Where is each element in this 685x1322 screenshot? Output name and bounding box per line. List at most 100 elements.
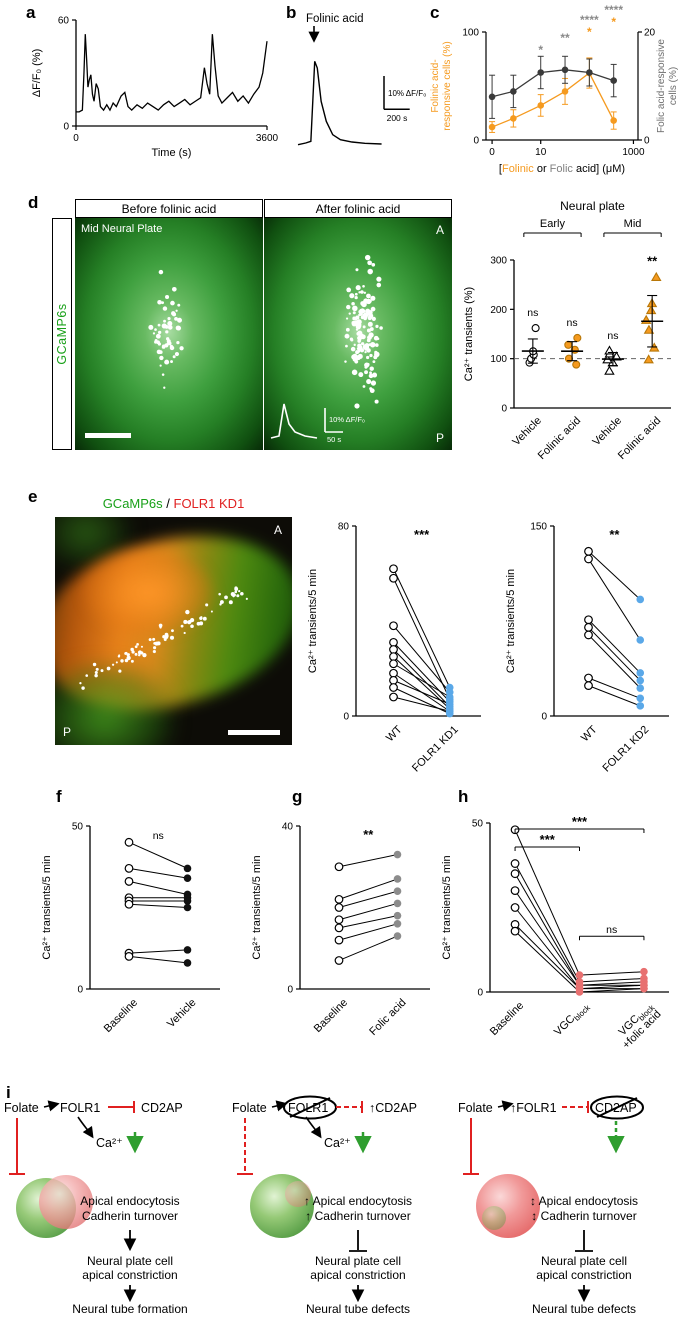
calcium-dots-overlay xyxy=(344,254,383,409)
panel-label-b: b xyxy=(286,3,297,22)
pair-line xyxy=(588,550,641,600)
cd2ap-label: CD2AP xyxy=(141,1101,183,1115)
pair-line xyxy=(579,971,644,976)
panel-c-chart: 0 100 0 20 0 10 1000 * ** **** **** * * Folinic acid-… xyxy=(428,2,685,192)
calcium-transient-dot xyxy=(376,276,382,282)
calcium-transient-dot xyxy=(373,335,379,341)
y-tick-label: 50 xyxy=(72,822,84,833)
calcium-transient-dot xyxy=(162,635,166,639)
calcium-transient-dot xyxy=(157,323,161,327)
data-point xyxy=(584,681,593,691)
calcium-transient-dot xyxy=(245,597,248,600)
data-point xyxy=(393,899,402,908)
cd2ap-label: ↑CD2AP xyxy=(369,1101,417,1115)
calcium-transient-dot xyxy=(369,366,374,371)
constriction-line2: apical constriction xyxy=(536,1268,631,1282)
calcium-transient-dot xyxy=(157,299,162,305)
pair-line xyxy=(338,902,398,921)
calcium-transient-dot xyxy=(153,646,157,650)
calcium-transient-dot xyxy=(344,360,347,363)
data-point xyxy=(572,360,581,369)
data-point xyxy=(334,935,344,945)
calcium-transient-dot xyxy=(351,369,358,376)
calcium-transient-dot xyxy=(130,659,134,663)
calcium-transient-dot xyxy=(357,349,361,353)
data-point xyxy=(334,923,344,933)
calcium-transient-dot xyxy=(355,285,361,291)
calcium-transient-dot xyxy=(369,353,373,358)
shape: FOLR1 KD1 xyxy=(410,724,461,775)
pair-line xyxy=(393,679,450,705)
calcium-dots-overlay xyxy=(148,269,184,389)
calcium-transient-dot xyxy=(161,373,165,376)
pair-line xyxy=(588,619,641,674)
calcium-transient-dot xyxy=(352,316,357,321)
calcium-transient-dot xyxy=(126,655,131,661)
x-category-label: WT xyxy=(579,723,600,744)
folate-label: Folate xyxy=(458,1101,493,1115)
data-point xyxy=(334,915,344,925)
calcium-transient-dot xyxy=(115,661,118,664)
outcome-label: Neural tube formation xyxy=(72,1302,187,1316)
calcium-transient-dot xyxy=(167,317,171,321)
calcium-transient-dot xyxy=(167,325,173,330)
inset-trace: 10% ΔF/F₀ 50 s xyxy=(270,403,365,444)
y-tick-label: 0 xyxy=(343,712,349,723)
green-fluorescence xyxy=(55,662,174,745)
folate-folr1-arrow xyxy=(497,1100,514,1112)
y-tick-label: 100 xyxy=(462,28,479,39)
pair-line xyxy=(579,977,644,983)
sig-label: *** xyxy=(540,832,556,847)
calcium-transient-dot xyxy=(164,325,169,329)
pair-line xyxy=(128,867,188,879)
calcium-transient-dot xyxy=(161,301,165,305)
y-axis-label: Ca²⁺ transients (%) xyxy=(463,287,475,381)
pair-line xyxy=(128,841,188,869)
left-axis-label: responsive cells (%) xyxy=(442,41,453,130)
shape: Vehicle xyxy=(590,415,624,449)
pair-line xyxy=(579,981,644,986)
panel-label-e: e xyxy=(28,487,38,506)
x-category-label: Folic acid xyxy=(367,997,408,1038)
data-point xyxy=(636,676,645,685)
data-point xyxy=(636,702,645,710)
calcium-transient-dot xyxy=(364,350,367,354)
after-folinic-image: A P 10% ΔF/F₀ 50 s xyxy=(264,218,452,450)
pair-line xyxy=(514,863,580,983)
calcium-transient-dot xyxy=(363,291,367,295)
calcium-label: Ca²⁺ xyxy=(96,1136,123,1150)
y-tick-label: 100 xyxy=(490,354,507,365)
calcium-transient-dot xyxy=(200,616,203,619)
data-point xyxy=(537,102,545,109)
calcium-transient-dot xyxy=(169,635,175,640)
data-point xyxy=(389,652,398,662)
calcium-transient-dot xyxy=(367,321,373,327)
calcium-transient-dot xyxy=(134,652,138,656)
shape: or xyxy=(534,163,550,175)
shape: Folic xyxy=(550,163,574,175)
data-point xyxy=(510,869,520,879)
y-tick-label: 20 xyxy=(644,28,656,39)
x-category-label: Vehicle xyxy=(590,415,624,449)
pair-line xyxy=(579,988,644,993)
calcium-transient-dot xyxy=(164,343,169,348)
pair-line xyxy=(338,878,398,900)
data-point xyxy=(389,692,398,702)
calcium-transient-dot xyxy=(183,619,188,625)
panel-e-kd1: 0 80 Ca²⁺ transients/5 min WT FOLR1 KD1 *** xyxy=(307,522,481,775)
calcium-transient-dot xyxy=(163,386,166,389)
data-point xyxy=(611,351,622,361)
calcium-transient-dot xyxy=(228,600,233,605)
data-point xyxy=(445,707,454,716)
calcium-transient-dot xyxy=(190,618,195,623)
y-tick-label: 150 xyxy=(530,522,547,533)
sig-label: ** xyxy=(647,253,658,268)
data-point xyxy=(183,874,192,882)
data-point xyxy=(636,684,645,692)
data-point xyxy=(604,365,615,375)
calcium-transient-dot xyxy=(219,603,222,606)
calcium-transient-dot xyxy=(371,316,376,321)
x-category-label: VGCblock xyxy=(552,999,593,1040)
panel-b: Folinic acid 10% ΔF/F₀ 200 s xyxy=(297,13,426,146)
